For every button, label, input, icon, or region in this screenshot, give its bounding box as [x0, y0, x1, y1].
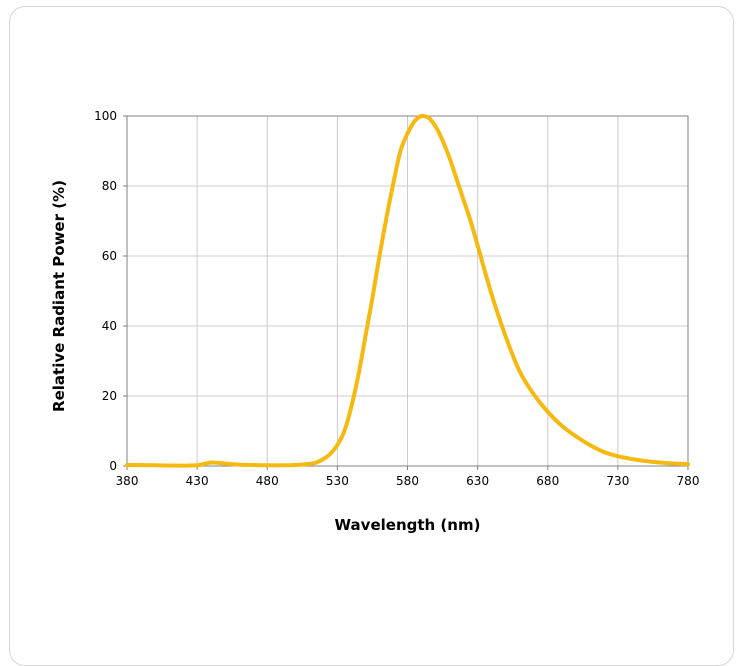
x-tick-label: 730 [606, 474, 629, 488]
y-tick-labels: 0 20 40 60 80 100 [94, 109, 127, 473]
y-tick-label: 40 [102, 319, 117, 333]
y-tick-label: 0 [109, 459, 117, 473]
x-tick-label: 380 [116, 474, 139, 488]
x-tick-labels: 380 430 480 530 580 630 680 730 780 [116, 466, 700, 488]
x-tick-label: 580 [396, 474, 419, 488]
x-tick-label: 480 [256, 474, 279, 488]
y-tick-label: 80 [102, 179, 117, 193]
x-axis-title: Wavelength (nm) [335, 516, 481, 534]
x-tick-label: 530 [326, 474, 349, 488]
y-tick-label: 60 [102, 249, 117, 263]
y-axis-title: Relative Radiant Power (%) [50, 180, 68, 412]
spectrum-series-line [125, 114, 690, 468]
y-tick-label: 20 [102, 389, 117, 403]
x-tick-label: 780 [677, 474, 700, 488]
x-tick-label: 680 [536, 474, 559, 488]
x-tick-label: 630 [466, 474, 489, 488]
x-tick-label: 430 [186, 474, 209, 488]
y-tick-label: 100 [94, 109, 117, 123]
grid-lines [126, 115, 689, 467]
series-layer [125, 114, 690, 468]
wavelength-power-chart: 380 430 480 530 580 630 680 730 780 0 20 40 60 80 100… [50, 109, 700, 534]
